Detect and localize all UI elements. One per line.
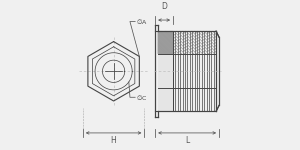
Bar xyxy=(158,31,173,111)
Text: $\varnothing$C: $\varnothing$C xyxy=(136,93,147,102)
Text: D: D xyxy=(161,2,167,11)
Text: $\varnothing$A: $\varnothing$A xyxy=(136,17,148,26)
Text: H: H xyxy=(111,136,116,145)
Text: L: L xyxy=(185,136,189,145)
